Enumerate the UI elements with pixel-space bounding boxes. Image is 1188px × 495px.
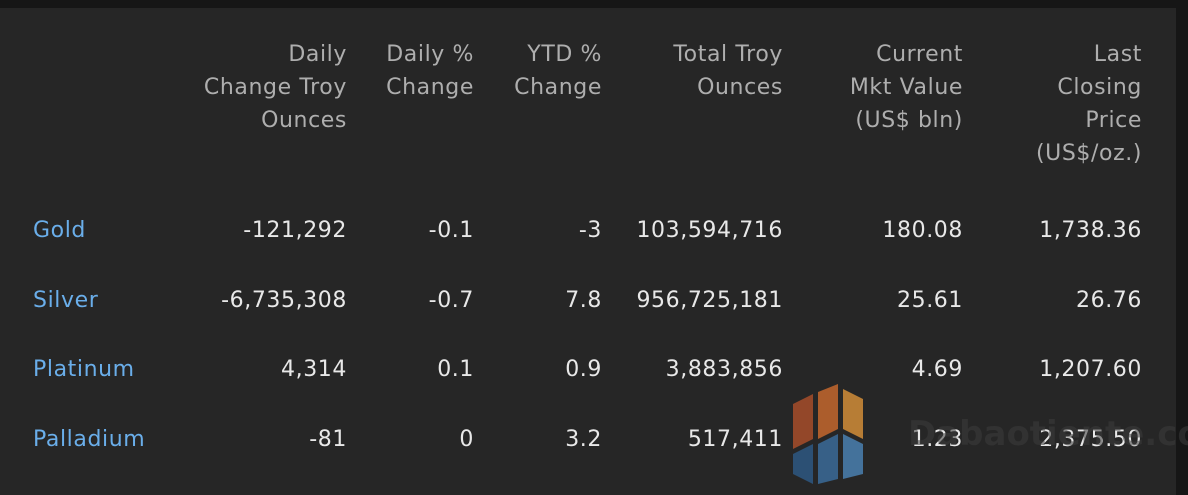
table-row-gold: Gold -121,292 -0.1 -3 103,594,716 180.08… — [0, 196, 1142, 266]
table-row-platinum: Platinum 4,314 0.1 0.9 3,883,856 4.69 1,… — [0, 335, 1142, 405]
mkt-value-cell: 4.69 — [911, 357, 963, 383]
header-line: Change — [386, 75, 474, 100]
total-troy-ounces-cell: 517,411 — [687, 426, 783, 452]
header-line: Daily % — [386, 42, 474, 67]
header-row: Daily Change Troy Ounces Daily % Change … — [0, 38, 1142, 196]
daily-pct-cell: -0.1 — [428, 218, 474, 244]
metal-link-gold[interactable]: Gold — [33, 218, 86, 244]
total-troy-ounces-cell: 956,725,181 — [636, 287, 783, 313]
header-daily-pct-change: Daily % Change — [347, 38, 474, 196]
closing-price-cell: 1,738.36 — [1039, 218, 1142, 244]
header-line: YTD % — [527, 42, 602, 67]
header-current-mkt-value: Current Mkt Value (US$ bln) — [783, 38, 963, 196]
daily-pct-cell: -0.7 — [428, 287, 474, 313]
header-line: Daily — [288, 42, 347, 67]
header-line: Closing — [1057, 75, 1142, 100]
mkt-value-cell: 25.61 — [897, 287, 963, 313]
header-metal — [0, 38, 160, 196]
daily-change-cell: 4,314 — [281, 357, 347, 383]
header-line: (US$ bln) — [855, 108, 963, 133]
mkt-value-cell: 1.23 — [911, 426, 963, 452]
header-line: Mkt Value — [849, 75, 963, 100]
metals-holdings-table: Daily Change Troy Ounces Daily % Change … — [0, 38, 1142, 474]
header-line: (US$/oz.) — [1035, 141, 1142, 166]
header-daily-change-troy-ounces: Daily Change Troy Ounces — [160, 38, 347, 196]
metal-link-platinum[interactable]: Platinum — [33, 357, 135, 383]
header-line: Change — [514, 75, 602, 100]
closing-price-cell: 2,375.50 — [1039, 426, 1142, 452]
mkt-value-cell: 180.08 — [882, 218, 963, 244]
metal-link-palladium[interactable]: Palladium — [33, 426, 146, 452]
header-line: Price — [1085, 108, 1142, 133]
total-troy-ounces-cell: 3,883,856 — [665, 357, 783, 383]
ytd-pct-cell: 0.9 — [565, 357, 602, 383]
header-line: Total Troy — [673, 42, 783, 67]
daily-pct-cell: 0 — [459, 426, 474, 452]
header-last-closing-price: Last Closing Price (US$/oz.) — [963, 38, 1142, 196]
closing-price-cell: 26.76 — [1076, 287, 1142, 313]
ytd-pct-cell: -3 — [578, 218, 602, 244]
header-total-troy-ounces: Total Troy Ounces — [602, 38, 783, 196]
table-row-silver: Silver -6,735,308 -0.7 7.8 956,725,181 2… — [0, 266, 1142, 336]
ytd-pct-cell: 7.8 — [565, 287, 602, 313]
daily-change-cell: -121,292 — [243, 218, 347, 244]
header-line: Current — [876, 42, 963, 67]
header-line: Change Troy — [203, 75, 347, 100]
header-line: Ounces — [697, 75, 783, 100]
header-line: Ounces — [261, 108, 347, 133]
top-strip — [0, 0, 1188, 8]
header-line: Last — [1093, 42, 1142, 67]
daily-change-cell: -6,735,308 — [221, 287, 347, 313]
daily-pct-cell: 0.1 — [437, 357, 474, 383]
table-row-palladium: Palladium -81 0 3.2 517,411 1.23 2,375.5… — [0, 405, 1142, 475]
ytd-pct-cell: 3.2 — [565, 426, 602, 452]
metal-link-silver[interactable]: Silver — [33, 287, 99, 313]
daily-change-cell: -81 — [309, 426, 347, 452]
etf-holdings-panel — [0, 8, 1176, 495]
total-troy-ounces-cell: 103,594,716 — [636, 218, 783, 244]
closing-price-cell: 1,207.60 — [1039, 357, 1142, 383]
header-ytd-pct-change: YTD % Change — [474, 38, 602, 196]
